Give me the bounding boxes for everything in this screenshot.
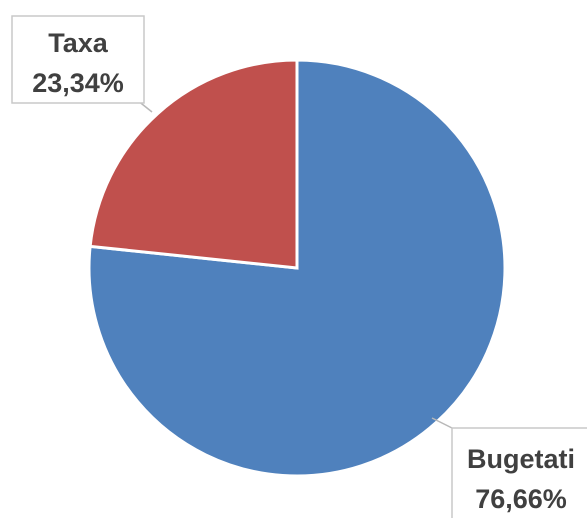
data-label-taxa: Taxa 23,34%: [11, 15, 153, 113]
leader-line-bugetati: [431, 417, 453, 429]
data-label-percent-taxa: 23,34%: [32, 68, 124, 98]
data-label-percent-bugetati: 76,66%: [475, 484, 567, 514]
data-label-bugetati: Bugetati 76,66%: [431, 417, 587, 518]
data-label-box-taxa: [11, 15, 145, 104]
data-label-category-taxa: Taxa: [48, 28, 109, 58]
pie-slice-bugetati: [87, 58, 507, 478]
data-label-box-bugetati: [451, 427, 587, 518]
pie-slice-taxa: [88, 58, 299, 270]
slices-layer: [87, 58, 507, 478]
data-label-category-bugetati: Bugetati: [467, 444, 575, 474]
